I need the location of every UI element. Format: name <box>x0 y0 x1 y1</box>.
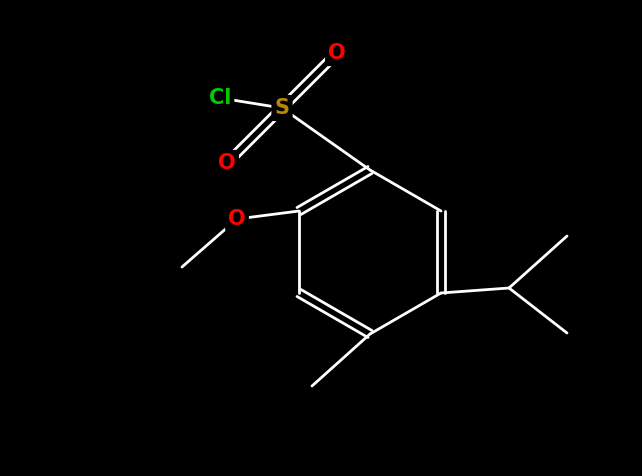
Text: O: O <box>228 209 246 229</box>
Text: S: S <box>275 98 290 118</box>
Text: O: O <box>218 153 236 173</box>
Text: O: O <box>328 43 346 63</box>
Text: Cl: Cl <box>209 88 231 108</box>
